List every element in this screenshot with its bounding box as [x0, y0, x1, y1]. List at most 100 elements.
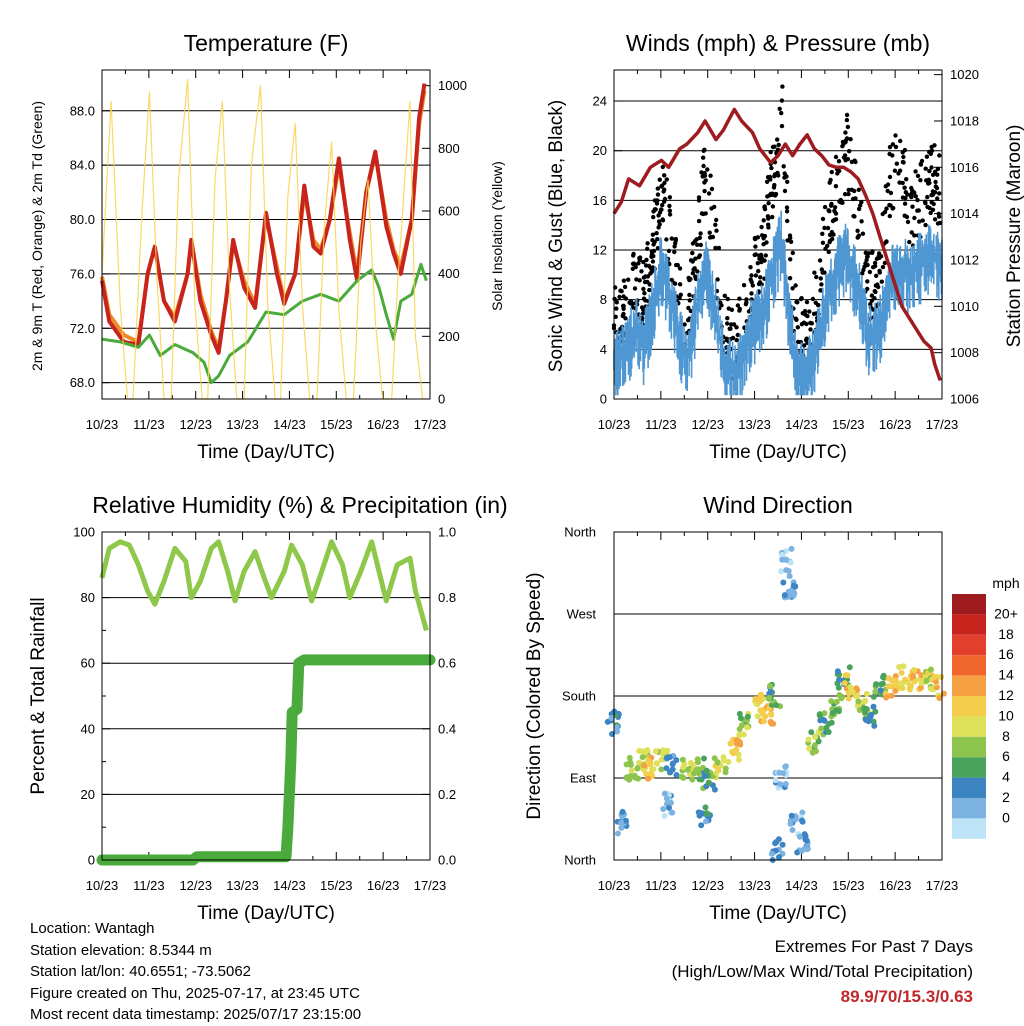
wdir-point [762, 713, 769, 720]
wdir-point [736, 726, 743, 732]
wdir-point [711, 755, 718, 762]
extremes-values: 89.9/70/15.3/0.63 [840, 987, 973, 1006]
winds-ytick-right-label: 1014 [950, 206, 979, 221]
gust-point [776, 142, 781, 148]
gust-point [900, 195, 906, 200]
wdir-xtick-label: 14/23 [785, 878, 818, 893]
gust-point [902, 185, 907, 190]
temp-xtick-label: 17/23 [414, 417, 447, 432]
gust-point [765, 194, 770, 199]
wdir-point [698, 822, 705, 829]
winds-xtick-label: 16/23 [879, 417, 912, 432]
pressure-series [612, 107, 942, 382]
wdir-point [641, 762, 648, 769]
temp-ytick-right-label: 400 [438, 266, 460, 281]
gust-point [650, 238, 655, 243]
wdir-point [673, 772, 680, 778]
gust-point [843, 130, 848, 135]
wdir-point [818, 725, 825, 732]
gust-point [856, 187, 861, 192]
wdir-point [779, 841, 786, 848]
gust-point [890, 142, 896, 147]
wdir-point [666, 804, 672, 811]
temp-plot-frame [101, 69, 431, 400]
gust-point [617, 294, 622, 300]
temp-ytick-label: 72.0 [70, 321, 95, 336]
temp-ytick-label: 68.0 [70, 375, 95, 390]
gust-point [697, 235, 702, 240]
recent-timestamp: Most recent data timestamp: 2025/07/17 2… [30, 1006, 362, 1023]
extremes-box: Extremes For Past 7 Days (High/Low/Max W… [672, 934, 973, 1009]
gust-point [893, 133, 898, 138]
gust-point [807, 309, 812, 314]
wdir-point [713, 769, 720, 776]
gust-point [613, 314, 618, 319]
rh-ytick-label: 80 [81, 590, 95, 605]
gust-point [844, 117, 850, 123]
gust-point [662, 173, 667, 178]
gust-point [823, 246, 828, 251]
gust-point [667, 212, 673, 217]
wdir-xtick-label: 15/23 [832, 878, 865, 893]
wdir-point [667, 799, 674, 806]
gust-point [695, 269, 700, 274]
gust-point [734, 337, 739, 343]
gust-point [702, 180, 707, 185]
legend-label: 8 [1002, 728, 1010, 744]
wdir-point [661, 790, 668, 797]
gust-point [686, 275, 691, 281]
legend-label: 18 [998, 626, 1014, 642]
wdir-point [880, 674, 887, 681]
gust-point [641, 275, 647, 280]
wdir-point [923, 677, 930, 684]
wdir-point [870, 693, 877, 700]
gust-point [932, 169, 938, 174]
wdir-point [701, 773, 708, 780]
gust-point [887, 174, 893, 180]
winds-ytick-right-label: 1012 [950, 252, 979, 267]
gust-point [822, 204, 828, 210]
rh-xtick-label: 14/23 [273, 878, 306, 893]
wdir-point [821, 710, 828, 717]
wdir-point [833, 698, 840, 705]
legend-label: 4 [1002, 769, 1010, 785]
gust-point [935, 196, 940, 201]
gust-point [790, 286, 795, 291]
wdir-point [898, 669, 905, 676]
gust-point [667, 208, 672, 213]
gust-point [655, 237, 660, 242]
wdir-point [847, 684, 854, 690]
gust-point [744, 297, 749, 302]
gust-point [859, 219, 864, 224]
gust-point [771, 185, 777, 190]
temp-ytick-label: 88.0 [70, 103, 95, 118]
gust-point [936, 211, 941, 216]
gust-point [865, 262, 870, 268]
gust-point [753, 244, 758, 249]
gust-point [904, 177, 909, 182]
legend-label: 20+ [994, 605, 1018, 621]
gust-point [866, 251, 871, 256]
gust-point [713, 245, 718, 251]
winds-ytick-right-label: 1010 [950, 299, 979, 314]
gust-point [918, 178, 923, 183]
wdir-point [775, 836, 782, 843]
gust-point [934, 185, 940, 191]
legend-swatch [952, 655, 986, 676]
wdir-point [799, 818, 806, 825]
gust-point [753, 273, 759, 278]
gust-point [779, 123, 785, 129]
gust-point [851, 196, 856, 202]
wdir-point [846, 664, 853, 671]
gust-point [647, 287, 652, 293]
gust-point [664, 177, 669, 182]
gust-point [808, 327, 813, 332]
wdir-point [725, 759, 732, 765]
gust-point [912, 233, 917, 238]
wdir-point [760, 718, 767, 725]
gust-point [799, 296, 804, 301]
gust-point [779, 98, 785, 103]
wdir-point [805, 736, 812, 743]
rh-ylabel: Percent & Total Rainfall [28, 597, 49, 794]
legend-swatch [952, 675, 986, 696]
